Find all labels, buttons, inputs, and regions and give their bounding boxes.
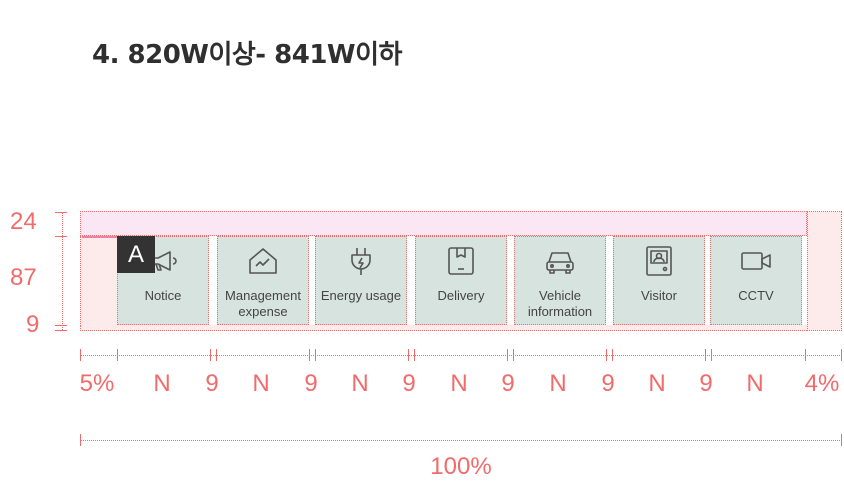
column-tick — [216, 349, 217, 361]
column-label: 5% — [79, 370, 115, 397]
vertical-tick — [55, 236, 67, 237]
total-dimension-line — [80, 440, 842, 441]
column-tick — [210, 349, 211, 361]
column-label: 9 — [601, 370, 615, 397]
menu-tile-label: Energy usage — [320, 288, 402, 303]
menu-tile-label: Notice — [144, 288, 182, 303]
menu-tile-delivery[interactable]: Delivery — [415, 236, 507, 325]
badge-marker: A — [117, 236, 155, 273]
column-tick — [309, 349, 310, 361]
column-label: 9 — [501, 370, 515, 397]
vertical-tick — [55, 330, 67, 331]
column-label: N — [549, 370, 567, 397]
column-tick — [507, 349, 508, 361]
house-chart-icon — [249, 248, 277, 274]
column-label: N — [252, 370, 270, 397]
column-label: 9 — [205, 370, 219, 397]
camera-icon — [741, 252, 771, 270]
column-label: N — [351, 370, 369, 397]
vertical-tick — [55, 212, 67, 213]
menu-tile-management-expense[interactable]: Management expense — [217, 236, 309, 325]
column-label: N — [746, 370, 764, 397]
column-tick — [80, 349, 81, 361]
column-label: 4% — [804, 370, 840, 397]
column-tick — [841, 349, 842, 361]
column-tick — [408, 349, 409, 361]
column-label: 9 — [402, 370, 416, 397]
menu-tile-label: Delivery — [437, 288, 485, 303]
row-label-middle: 87 — [10, 264, 37, 291]
column-label: N — [153, 370, 171, 397]
plug-icon — [351, 248, 371, 275]
column-tick — [414, 349, 415, 361]
column-tick — [612, 349, 613, 361]
vertical-tick — [55, 325, 67, 326]
menu-tile-label: Visitor — [641, 288, 677, 303]
menu-tile-label: Vehicle information — [527, 288, 593, 319]
menu-tile-label: Management expense — [225, 288, 301, 319]
total-tick — [841, 434, 842, 446]
column-label: 9 — [699, 370, 713, 397]
column-label: 9 — [304, 370, 318, 397]
menu-tile-label: CCTV — [738, 288, 774, 303]
row-label-top: 24 — [10, 208, 37, 235]
menu-tile-energy-usage[interactable]: Energy usage — [315, 236, 407, 325]
column-tick — [117, 349, 118, 361]
page-title: 4. 820W이상- 841W이하 — [92, 40, 402, 70]
column-label: N — [450, 370, 468, 397]
car-icon — [546, 252, 574, 274]
column-label: N — [648, 370, 666, 397]
column-tick — [705, 349, 706, 361]
right-margin-band — [807, 211, 842, 331]
intercom-icon — [646, 246, 672, 276]
package-icon — [448, 247, 474, 275]
column-tick — [606, 349, 607, 361]
top-margin-band — [80, 211, 807, 236]
menu-tile-visitor[interactable]: Visitor — [613, 236, 705, 325]
total-width-label: 100% — [430, 453, 492, 480]
left-margin-band — [80, 236, 117, 326]
vertical-dimension-line — [62, 212, 63, 330]
column-tick — [315, 349, 316, 361]
row-label-bottom: 9 — [26, 311, 40, 338]
column-tick — [711, 349, 712, 361]
menu-tile-cctv[interactable]: CCTV — [710, 236, 802, 325]
bottom-margin-band — [80, 325, 807, 331]
column-tick — [513, 349, 514, 361]
total-tick — [80, 434, 81, 446]
left-margin-marker — [82, 236, 118, 238]
column-tick — [805, 349, 806, 361]
menu-tile-vehicle-information[interactable]: Vehicle information — [514, 236, 606, 325]
column-dimension-line — [80, 355, 842, 356]
